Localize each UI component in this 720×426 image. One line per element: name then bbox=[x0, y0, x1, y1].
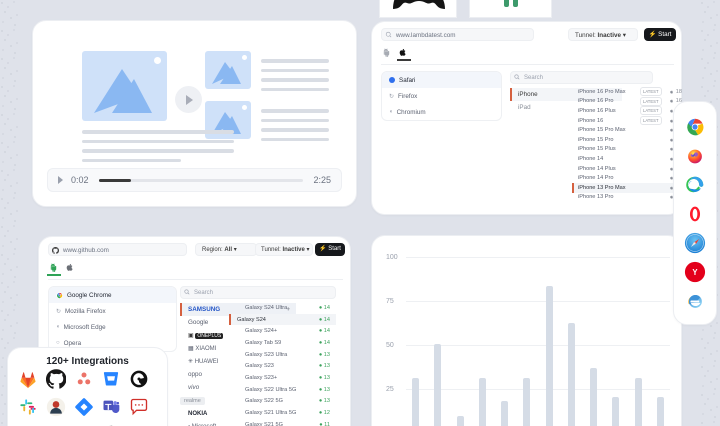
svg-text:Y: Y bbox=[692, 268, 698, 277]
